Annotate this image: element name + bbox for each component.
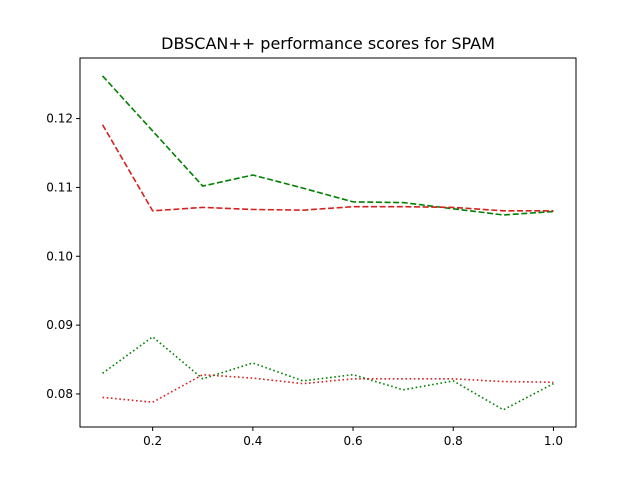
chart-title: DBSCAN++ performance scores for SPAM [161,34,495,53]
series-line-3 [102,336,554,411]
plot-area-frame [79,57,577,428]
series-line-4 [102,373,554,404]
series-layer [101,75,554,411]
x-axis: 0.2 0.4 0.6 0.8 1.0 [143,427,563,448]
y-axis: 0.08 0.09 0.10 0.11 0.12 [46,112,80,401]
x-tick-label: 0.6 [344,434,363,448]
y-tick-label: 0.12 [46,112,73,126]
y-tick-label: 0.08 [46,387,73,401]
x-tick-label: 0.2 [143,434,162,448]
x-tick-label: 0.8 [444,434,463,448]
series-line-2 [101,124,554,212]
y-tick-label: 0.10 [46,249,73,263]
x-tick-label: 1.0 [544,434,563,448]
x-tick-label: 0.4 [243,434,262,448]
y-tick-label: 0.11 [46,180,73,194]
series-line-1 [101,75,554,216]
y-tick-label: 0.09 [46,318,73,332]
